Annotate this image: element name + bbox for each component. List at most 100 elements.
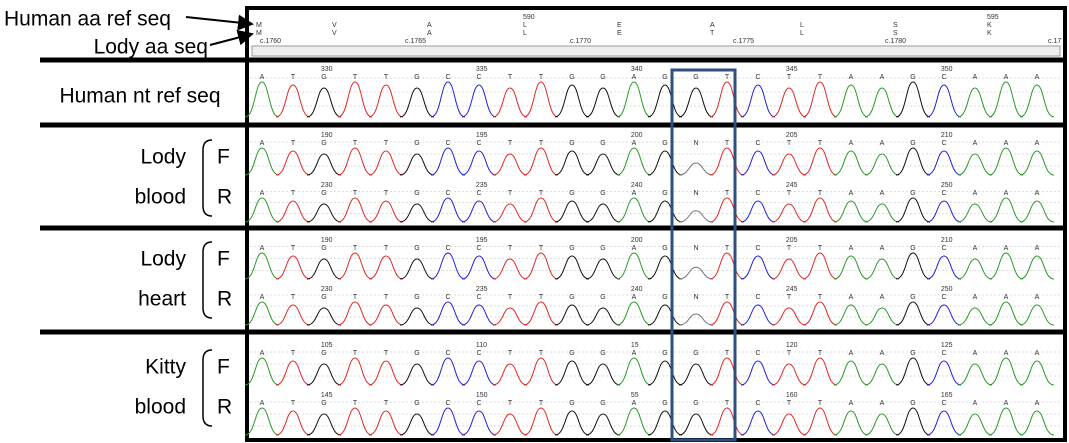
peak [245, 358, 279, 385]
peak [586, 308, 620, 325]
peak [865, 414, 899, 435]
base-call: G [910, 74, 915, 81]
peak [276, 256, 310, 279]
peak [927, 305, 961, 325]
peak [524, 148, 558, 175]
scrollbar[interactable] [252, 46, 1060, 56]
peak [369, 305, 403, 325]
position-number: 250 [941, 286, 953, 293]
peak [493, 88, 527, 117]
base-call: A [973, 350, 978, 357]
base-call: T [384, 350, 389, 357]
base-call: G [693, 74, 698, 81]
lody-aa: E [617, 30, 622, 37]
peak [741, 201, 775, 222]
group-name: Lody [140, 146, 186, 169]
peak [307, 364, 341, 385]
peak [989, 198, 1023, 222]
base-call: T [508, 400, 513, 407]
base-call: T [353, 400, 358, 407]
peak [648, 411, 682, 435]
base-call: T [291, 140, 296, 147]
base-call: T [787, 294, 792, 301]
peak [989, 302, 1023, 325]
peak [741, 151, 775, 175]
base-call: G [414, 74, 419, 81]
base-call: A [260, 190, 265, 197]
peak [307, 259, 341, 279]
base-call: A [880, 400, 885, 407]
base-call: C [476, 140, 481, 147]
peak [1020, 256, 1054, 279]
group-name: Lody [140, 248, 186, 271]
base-call: A [849, 400, 854, 407]
base-call: T [787, 140, 792, 147]
base-call: G [910, 245, 915, 252]
lody-aa: K [987, 30, 992, 37]
human-aa: V [332, 22, 337, 29]
base-call: A [973, 74, 978, 81]
coordinate: c.17 [1048, 38, 1061, 45]
base-call: A [849, 245, 854, 252]
base-call: G [600, 400, 605, 407]
base-call: T [725, 74, 730, 81]
base-call: A [260, 245, 265, 252]
base-call: T [291, 190, 296, 197]
coordinate: c.1760 [260, 38, 281, 45]
peak [555, 305, 589, 325]
base-call: G [910, 140, 915, 147]
peak [648, 201, 682, 222]
peak [1020, 411, 1054, 435]
peak [803, 198, 837, 222]
base-call: A [1004, 245, 1009, 252]
base-call: A [1004, 294, 1009, 301]
base-call: A [632, 400, 637, 407]
peak [462, 151, 496, 175]
base-call: A [260, 294, 265, 301]
group-name: blood [135, 186, 186, 209]
human-aa: K [987, 22, 992, 29]
base-call: T [291, 74, 296, 81]
base-call: T [353, 245, 358, 252]
peak [400, 154, 434, 175]
base-call: C [476, 74, 481, 81]
peak [617, 198, 651, 222]
base-call: G [414, 350, 419, 357]
base-call: C [941, 350, 946, 357]
human-aa: M [256, 22, 262, 29]
peak [1020, 201, 1054, 222]
base-call: C [445, 400, 450, 407]
base-call: G [910, 400, 915, 407]
peak [400, 414, 434, 435]
peak [307, 88, 341, 117]
base-call: A [260, 140, 265, 147]
position-number: 105 [321, 342, 333, 349]
base-call: G [662, 190, 667, 197]
peak [245, 253, 279, 279]
peak [493, 414, 527, 435]
position-number: 350 [941, 66, 953, 73]
peak [772, 259, 806, 279]
base-call: T [818, 400, 823, 407]
position-number: 235 [476, 286, 488, 293]
peak [679, 364, 713, 385]
lody-aa: L [523, 30, 527, 37]
peak [338, 253, 372, 279]
base-call: T [539, 350, 544, 357]
base-call: T [353, 190, 358, 197]
base-call: C [941, 190, 946, 197]
base-call: G [321, 294, 326, 301]
human-aa: L [523, 22, 527, 29]
peak [462, 411, 496, 435]
base-call: T [818, 350, 823, 357]
peak [834, 361, 868, 385]
peak [865, 204, 899, 222]
peak [679, 211, 713, 222]
base-call: A [1035, 190, 1040, 197]
peak [648, 305, 682, 325]
peak [710, 302, 744, 325]
position-number: 210 [941, 237, 953, 244]
peak [400, 88, 434, 117]
peak [679, 414, 713, 435]
peak [896, 358, 930, 385]
